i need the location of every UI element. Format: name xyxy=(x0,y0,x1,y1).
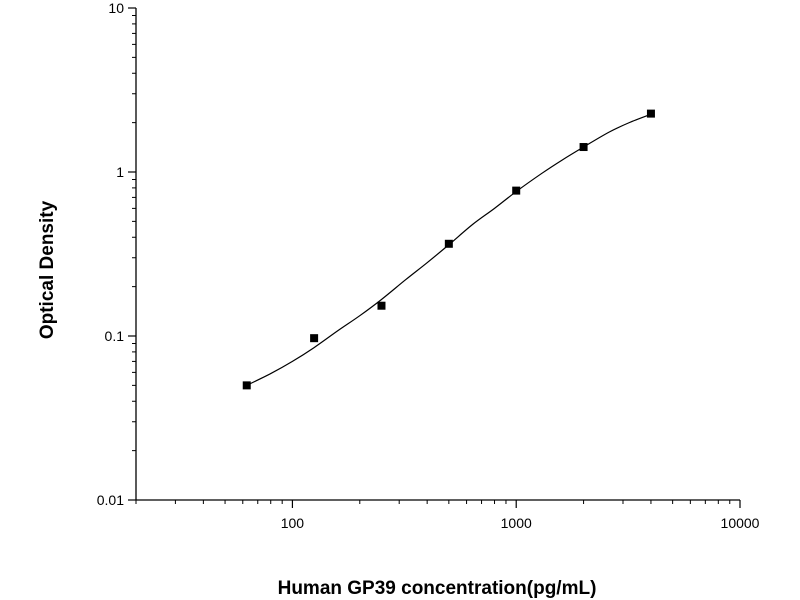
data-point xyxy=(444,239,453,248)
y-tick-label: 0.1 xyxy=(105,328,125,344)
data-point xyxy=(512,186,521,195)
data-point xyxy=(377,301,386,310)
y-tick-label: 0.01 xyxy=(97,492,124,508)
fit-curve-layer xyxy=(246,113,652,386)
data-points xyxy=(242,109,655,390)
y-tick-label: 1 xyxy=(116,164,124,180)
data-point xyxy=(646,109,655,118)
data-point xyxy=(579,143,588,152)
fit-curve xyxy=(246,113,652,386)
axes xyxy=(135,8,740,501)
data-point xyxy=(310,334,319,343)
x-axis-title: Human GP39 concentration(pg/mL) xyxy=(278,578,597,599)
data-point xyxy=(242,381,251,390)
y-axis-title: Optical Density xyxy=(37,200,58,339)
x-tick-label: 10000 xyxy=(721,515,760,531)
y-tick-label: 10 xyxy=(108,0,124,16)
ticks: 100 1000 10000 0.01 0.1 1 10 xyxy=(97,0,760,531)
x-tick-label: 100 xyxy=(281,515,305,531)
x-tick-label: 1000 xyxy=(501,515,532,531)
